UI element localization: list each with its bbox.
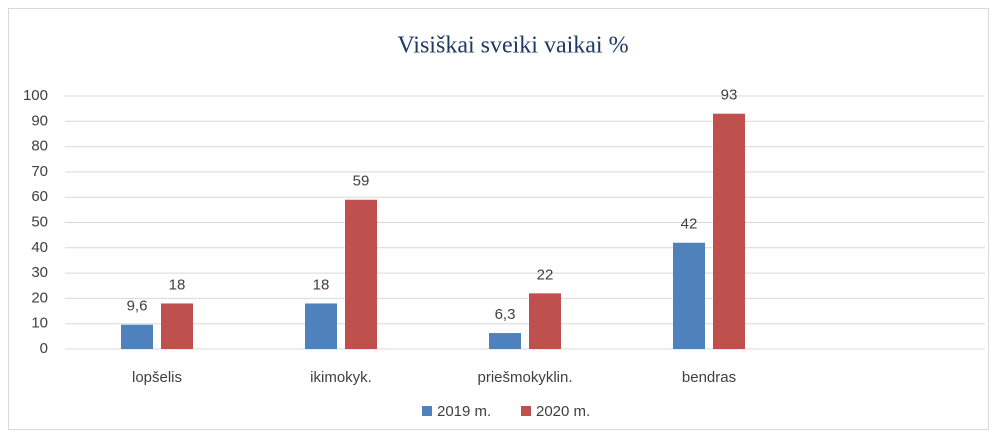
data-label: 22 [537,266,554,283]
y-tick-label: 60 [31,188,48,205]
data-label: 59 [353,173,370,190]
y-tick-label: 10 [31,315,48,332]
data-label: 18 [313,276,330,293]
y-tick-label: 20 [31,289,48,306]
y-tick-label: 40 [31,239,48,256]
bar [161,303,193,349]
data-label: 93 [721,87,738,104]
chart-title: Visiškai sveiki vaikai % [397,33,628,59]
x-tick-label: bendras [682,369,736,386]
data-label: 18 [169,276,186,293]
data-label: 9,6 [127,298,148,315]
bar [305,303,337,349]
y-tick-label: 70 [31,163,48,180]
legend-swatch [422,406,432,416]
chart-frame [8,8,989,430]
bar [713,113,745,350]
y-tick-label: 100 [23,87,48,104]
x-tick-label: ikimokyk. [310,369,372,386]
bar [529,293,561,349]
y-tick-label: 0 [40,340,48,357]
bar [489,333,521,349]
x-tick-label: priešmokyklin. [477,369,572,386]
legend-label: 2019 m. [437,403,491,420]
y-tick-label: 90 [31,112,48,129]
bar [345,199,377,349]
bar [673,242,705,349]
y-tick-label: 80 [31,138,48,155]
legend-label: 2020 m. [536,403,590,420]
legend-swatch [521,406,531,416]
bar [121,324,153,349]
data-label: 6,3 [495,306,516,323]
data-label: 42 [681,216,698,233]
y-tick-label: 50 [31,213,48,230]
x-tick-label: lopšelis [132,369,182,386]
y-tick-label: 30 [31,264,48,281]
